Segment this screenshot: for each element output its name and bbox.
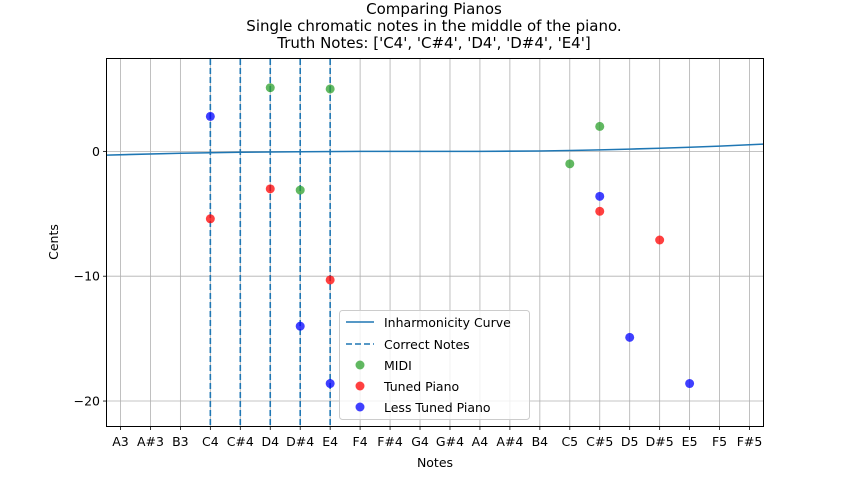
- legend-less-tuned-label: Less Tuned Piano: [384, 400, 491, 415]
- inharmonicity-curve: [106, 143, 764, 156]
- less-tuned-piano-point: [685, 379, 695, 389]
- data-points-layer: [205, 83, 695, 389]
- x-tick-label: A#3: [137, 434, 164, 449]
- less-tuned-piano-point: [625, 332, 635, 342]
- x-tick-label: C4: [202, 434, 219, 449]
- x-tick-label: A4: [472, 434, 489, 449]
- legend-less-tuned-marker: [355, 402, 365, 412]
- tuned-piano-point: [265, 184, 275, 194]
- legend: Inharmonicity Curve Correct Notes MIDI T…: [339, 310, 530, 420]
- x-tick-label: C#4: [227, 434, 254, 449]
- midi-point: [325, 84, 335, 94]
- x-tick-label: G4: [411, 434, 429, 449]
- x-axis-ticks: A3 A#3 B3 C4 C#4 D4 D#4 E4 F4 F#4 G4 G#4 A4 A#4 B4 C5 C#…: [112, 426, 762, 449]
- x-tick-label: F#5: [737, 434, 763, 449]
- title-line-2: Single chromatic notes in the middle of …: [246, 17, 621, 35]
- legend-correct-label: Correct Notes: [384, 337, 470, 352]
- less-tuned-piano-point: [595, 191, 605, 201]
- correct-notes-layer: [209, 59, 331, 426]
- x-tick-label: D#5: [646, 434, 674, 449]
- x-tick-label: F5: [712, 434, 727, 449]
- x-tick-label: C5: [561, 434, 578, 449]
- x-tick-label: D#4: [286, 434, 314, 449]
- x-tick-label: A3: [112, 434, 129, 449]
- x-tick-label: D4: [261, 434, 279, 449]
- x-tick-label: F#4: [377, 434, 403, 449]
- x-axis-label: Notes: [417, 455, 453, 470]
- midi-point: [565, 159, 575, 169]
- tuned-piano-point: [205, 214, 215, 224]
- x-tick-label: B4: [532, 434, 549, 449]
- midi-point: [265, 83, 275, 93]
- tuned-piano-point: [325, 275, 335, 285]
- x-tick-label: C#5: [586, 434, 613, 449]
- title-line-3: Truth Notes: ['C4', 'C#4', 'D4', 'D#4', …: [276, 34, 590, 52]
- midi-point: [595, 121, 605, 131]
- x-tick-label: D5: [621, 434, 639, 449]
- x-tick-label: F4: [353, 434, 368, 449]
- midi-point: [295, 185, 305, 195]
- less-tuned-piano-point: [205, 111, 215, 121]
- chart-title: Comparing Pianos Single chromatic notes …: [246, 0, 621, 52]
- tuned-piano-point: [655, 235, 665, 245]
- y-tick-label: −10: [74, 269, 100, 284]
- x-tick-label: E5: [682, 434, 698, 449]
- plot-frame: [106, 58, 764, 427]
- inharmonicity-curve-layer: [106, 143, 764, 156]
- legend-curve-label: Inharmonicity Curve: [384, 315, 511, 330]
- title-line-1: Comparing Pianos: [366, 0, 502, 18]
- less-tuned-piano-point: [325, 379, 335, 389]
- x-tick-label: A#4: [496, 434, 523, 449]
- legend-midi-marker: [355, 360, 365, 370]
- legend-tuned-label: Tuned Piano: [383, 379, 459, 394]
- y-axis-label: Cents: [46, 224, 61, 260]
- x-tick-label: E4: [322, 434, 338, 449]
- y-axis-ticks: −20 −10 0: [74, 144, 107, 409]
- less-tuned-piano-point: [295, 321, 305, 331]
- y-tick-label: −20: [74, 394, 100, 409]
- x-tick-label: B3: [172, 434, 189, 449]
- x-tick-label: G#4: [436, 434, 464, 449]
- legend-box: [339, 310, 530, 420]
- y-tick-label: 0: [92, 144, 100, 159]
- tuned-piano-point: [595, 206, 605, 216]
- legend-midi-label: MIDI: [384, 358, 412, 373]
- legend-tuned-marker: [355, 381, 365, 391]
